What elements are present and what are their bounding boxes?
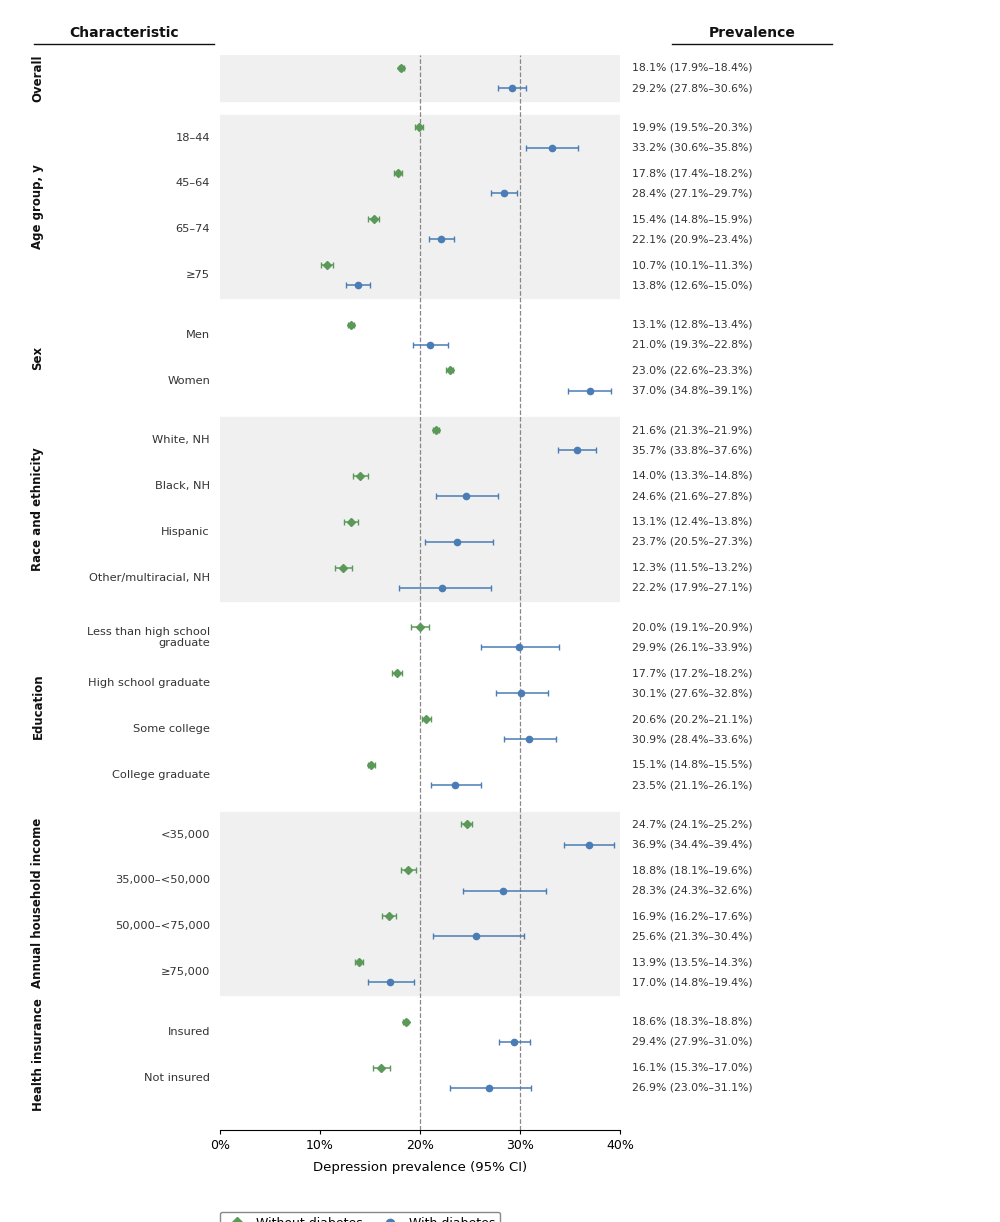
Text: 29.4% (27.9%–31.0%): 29.4% (27.9%–31.0%) — [632, 1036, 753, 1047]
Text: 35,000–<50,000: 35,000–<50,000 — [115, 875, 210, 886]
Text: Education: Education — [32, 673, 44, 739]
Text: 13.1% (12.8%–13.4%): 13.1% (12.8%–13.4%) — [632, 320, 753, 330]
Text: Hispanic: Hispanic — [161, 527, 210, 536]
X-axis label: Depression prevalence (95% CI): Depression prevalence (95% CI) — [313, 1161, 527, 1173]
Text: 14.0% (13.3%–14.8%): 14.0% (13.3%–14.8%) — [632, 470, 753, 481]
Text: <35,000: <35,000 — [160, 830, 210, 840]
Text: 30.9% (28.4%–33.6%): 30.9% (28.4%–33.6%) — [632, 734, 753, 744]
Text: 22.1% (20.9%–23.4%): 22.1% (20.9%–23.4%) — [632, 235, 753, 244]
Text: 25.6% (21.3%–30.4%): 25.6% (21.3%–30.4%) — [632, 931, 753, 941]
Text: 17.8% (17.4%–18.2%): 17.8% (17.4%–18.2%) — [632, 169, 753, 178]
Text: 29.2% (27.8%–30.6%): 29.2% (27.8%–30.6%) — [632, 83, 753, 93]
Bar — [220, 417, 620, 601]
Text: 16.9% (16.2%–17.6%): 16.9% (16.2%–17.6%) — [632, 912, 753, 921]
Text: 18.8% (18.1%–19.6%): 18.8% (18.1%–19.6%) — [632, 865, 753, 875]
Text: Insured: Insured — [168, 1026, 210, 1036]
Text: 22.2% (17.9%–27.1%): 22.2% (17.9%–27.1%) — [632, 583, 753, 593]
Text: 35.7% (33.8%–37.6%): 35.7% (33.8%–37.6%) — [632, 445, 753, 456]
Text: College graduate: College graduate — [112, 770, 210, 780]
Text: 45–64: 45–64 — [176, 178, 210, 188]
Text: 18–44: 18–44 — [176, 132, 210, 143]
Text: ≥75,000: ≥75,000 — [161, 967, 210, 978]
Text: 23.7% (20.5%–27.3%): 23.7% (20.5%–27.3%) — [632, 536, 753, 547]
Text: 20.0% (19.1%–20.9%): 20.0% (19.1%–20.9%) — [632, 622, 753, 632]
Text: 23.5% (21.1%–26.1%): 23.5% (21.1%–26.1%) — [632, 780, 753, 791]
Text: 33.2% (30.6%–35.8%): 33.2% (30.6%–35.8%) — [632, 143, 753, 153]
Text: 13.8% (12.6%–15.0%): 13.8% (12.6%–15.0%) — [632, 280, 753, 290]
Text: White, NH: White, NH — [152, 435, 210, 445]
Text: 13.9% (13.5%–14.3%): 13.9% (13.5%–14.3%) — [632, 957, 753, 967]
Text: 30.1% (27.6%–32.8%): 30.1% (27.6%–32.8%) — [632, 688, 753, 698]
Text: 18.1% (17.9%–18.4%): 18.1% (17.9%–18.4%) — [632, 62, 753, 73]
Text: Characteristic: Characteristic — [69, 27, 179, 40]
Text: 26.9% (23.0%–31.1%): 26.9% (23.0%–31.1%) — [632, 1083, 753, 1092]
Text: 50,000–<75,000: 50,000–<75,000 — [115, 921, 210, 931]
Text: Black, NH: Black, NH — [155, 481, 210, 491]
Text: 17.0% (14.8%–19.4%): 17.0% (14.8%–19.4%) — [632, 978, 753, 987]
Bar — [220, 615, 620, 798]
Text: 12.3% (11.5%–13.2%): 12.3% (11.5%–13.2%) — [632, 562, 753, 573]
Text: Less than high school
graduate: Less than high school graduate — [87, 627, 210, 648]
Text: 36.9% (34.4%–39.4%): 36.9% (34.4%–39.4%) — [632, 840, 753, 849]
Bar — [220, 115, 620, 298]
Text: 23.0% (22.6%–23.3%): 23.0% (22.6%–23.3%) — [632, 365, 753, 375]
Text: Annual household income: Annual household income — [31, 819, 45, 989]
Text: Other/multiracial, NH: Other/multiracial, NH — [89, 573, 210, 583]
Text: Some college: Some college — [133, 725, 210, 734]
Bar — [220, 1009, 620, 1101]
Bar — [220, 312, 620, 403]
Text: 28.3% (24.3%–32.6%): 28.3% (24.3%–32.6%) — [632, 886, 753, 896]
Text: 65–74: 65–74 — [176, 225, 210, 235]
Text: 21.6% (21.3%–21.9%): 21.6% (21.3%–21.9%) — [632, 425, 753, 435]
Text: 15.4% (14.8%–15.9%): 15.4% (14.8%–15.9%) — [632, 214, 753, 224]
Text: ≥75: ≥75 — [186, 270, 210, 280]
Text: 15.1% (14.8%–15.5%): 15.1% (14.8%–15.5%) — [632, 760, 753, 770]
Text: Not insured: Not insured — [144, 1073, 210, 1083]
Text: Race and ethnicity: Race and ethnicity — [32, 447, 44, 571]
Text: 20.6% (20.2%–21.1%): 20.6% (20.2%–21.1%) — [632, 714, 753, 723]
Text: Men: Men — [186, 330, 210, 340]
Bar — [220, 811, 620, 995]
Text: 17.7% (17.2%–18.2%): 17.7% (17.2%–18.2%) — [632, 668, 753, 678]
Text: Prevalence: Prevalence — [709, 27, 795, 40]
Text: Sex: Sex — [32, 346, 44, 370]
Text: 18.6% (18.3%–18.8%): 18.6% (18.3%–18.8%) — [632, 1017, 753, 1026]
Text: Age group, y: Age group, y — [32, 164, 44, 249]
Text: 24.6% (21.6%–27.8%): 24.6% (21.6%–27.8%) — [632, 491, 753, 501]
Text: 21.0% (19.3%–22.8%): 21.0% (19.3%–22.8%) — [632, 340, 753, 349]
Text: Overall: Overall — [32, 54, 44, 101]
Text: 19.9% (19.5%–20.3%): 19.9% (19.5%–20.3%) — [632, 122, 753, 132]
Text: 10.7% (10.1%–11.3%): 10.7% (10.1%–11.3%) — [632, 260, 753, 270]
Text: 28.4% (27.1%–29.7%): 28.4% (27.1%–29.7%) — [632, 188, 753, 198]
Text: 37.0% (34.8%–39.1%): 37.0% (34.8%–39.1%) — [632, 386, 753, 396]
Text: Health insurance: Health insurance — [32, 998, 44, 1111]
Text: 13.1% (12.4%–13.8%): 13.1% (12.4%–13.8%) — [632, 517, 753, 527]
Legend: Without diabetes, With diabetes: Without diabetes, With diabetes — [220, 1212, 500, 1222]
Text: Women: Women — [167, 375, 210, 386]
Bar — [220, 55, 620, 101]
Text: High school graduate: High school graduate — [88, 678, 210, 688]
Text: 29.9% (26.1%–33.9%): 29.9% (26.1%–33.9%) — [632, 643, 753, 653]
Text: 24.7% (24.1%–25.2%): 24.7% (24.1%–25.2%) — [632, 820, 753, 830]
Text: 16.1% (15.3%–17.0%): 16.1% (15.3%–17.0%) — [632, 1062, 753, 1073]
